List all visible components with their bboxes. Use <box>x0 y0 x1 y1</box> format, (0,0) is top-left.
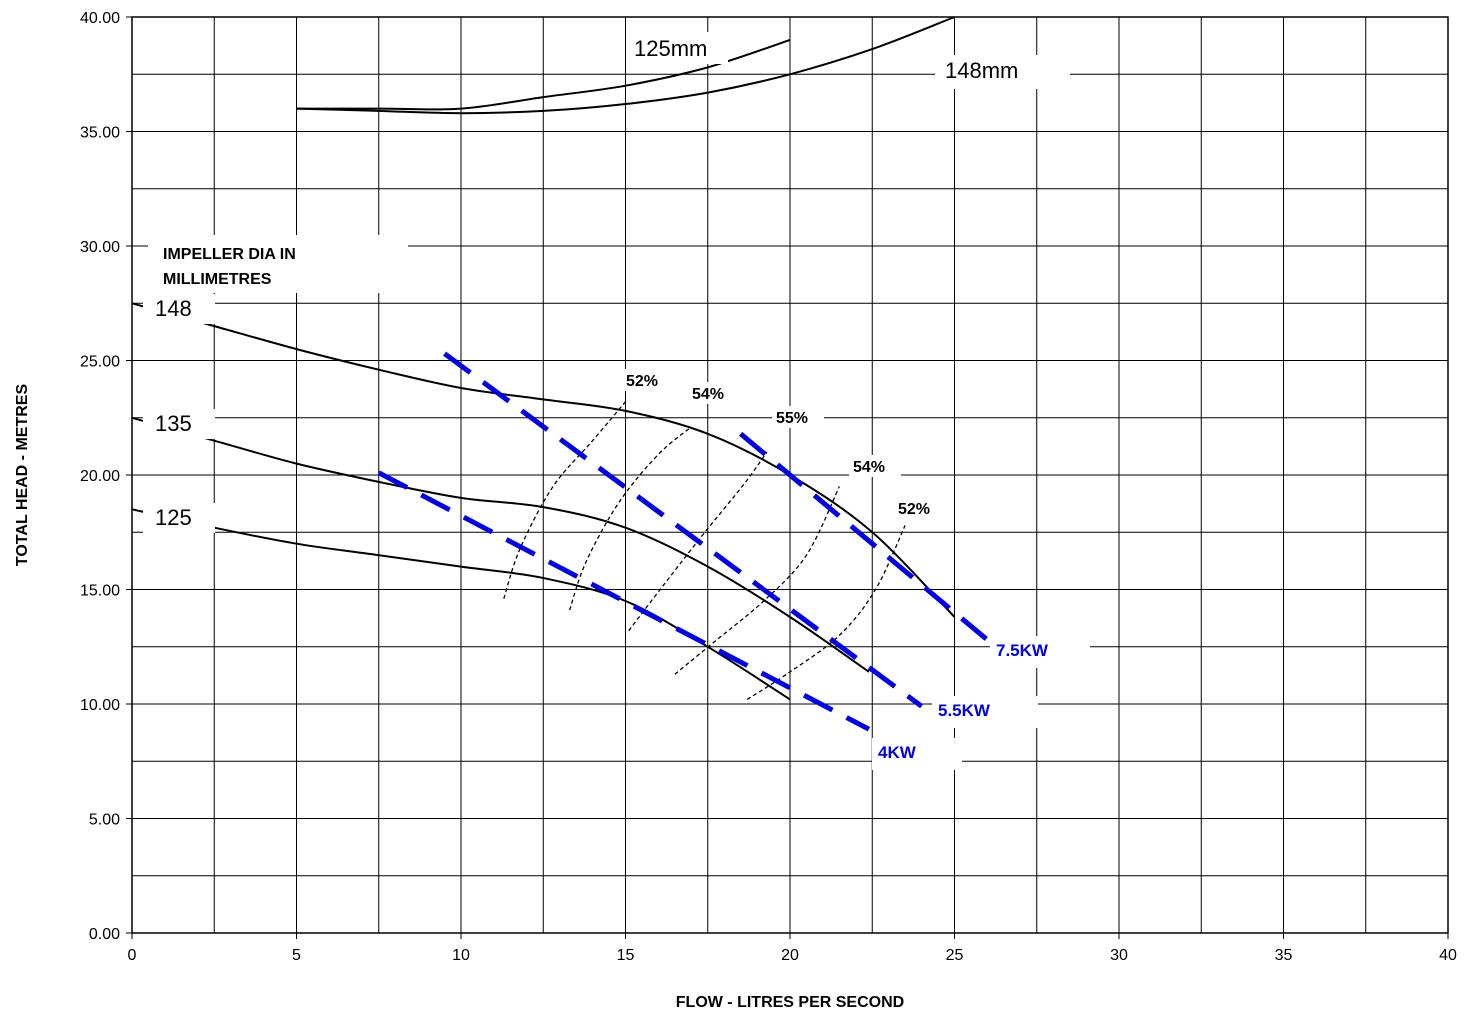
y-tick-label: 30.00 <box>80 239 120 256</box>
y-tick-label: 0.00 <box>89 926 120 943</box>
efficiency-curve-label: 55% <box>776 410 808 427</box>
power-line-label: 7.5KW <box>996 641 1049 660</box>
efficiency-curve-label: 52% <box>626 373 658 390</box>
power-line-label: 5.5KW <box>938 701 991 720</box>
efficiency-curve-label: 54% <box>853 459 885 476</box>
x-axis-title: FLOW - LITRES PER SECOND <box>676 994 904 1011</box>
efficiency-curve <box>628 451 768 632</box>
impeller-heading-bg <box>148 235 408 293</box>
y-tick-label: 20.00 <box>80 468 120 485</box>
efficiency-curve <box>746 525 906 700</box>
efficiency-curve-label: 54% <box>692 386 724 403</box>
power-line <box>443 351 924 709</box>
power-line-label: 4KW <box>878 743 917 762</box>
plot-frame <box>131 16 1449 934</box>
efficiency-label-bg <box>849 455 901 477</box>
head-curve-label: 125 <box>155 505 192 530</box>
power-line <box>739 431 990 642</box>
y-tick-label: 15.00 <box>80 583 120 600</box>
y-tick-label: 25.00 <box>80 354 120 371</box>
npsh-label-125-bg <box>628 32 728 64</box>
y-tick-label: 10.00 <box>80 697 120 714</box>
head-curve-label-bg <box>143 503 215 533</box>
efficiency-curve <box>674 486 840 675</box>
head-curve-label-bg <box>143 294 215 324</box>
x-tick-label: 0 <box>128 947 137 964</box>
npsh-curve-label: 148mm <box>945 58 1018 83</box>
x-tick-label: 15 <box>617 947 635 964</box>
efficiency-label-bg <box>772 406 824 428</box>
power-label-bg <box>990 636 1090 668</box>
head-curve <box>131 416 870 673</box>
head-curve-label: 148 <box>155 296 192 321</box>
x-tick-label: 30 <box>1110 947 1128 964</box>
npsh-curve <box>296 16 955 115</box>
efficiency-curve <box>568 426 692 611</box>
impeller-heading-line-2: MILLIMETRES <box>163 271 272 288</box>
npsh-label-148-bg <box>935 55 1070 89</box>
efficiency-label-bg <box>622 369 674 391</box>
efficiency-curve <box>503 401 626 599</box>
y-tick-label: 35.00 <box>80 125 120 142</box>
head-curve <box>131 302 956 618</box>
y-axis-title: TOTAL HEAD - METRES <box>14 384 31 567</box>
efficiency-curve-label: 52% <box>898 501 930 518</box>
efficiency-label-bg <box>688 382 740 404</box>
npsh-curve-label: 125mm <box>634 36 707 61</box>
efficiency-label-bg <box>894 497 946 519</box>
y-tick-label: 40.00 <box>80 10 120 27</box>
x-tick-label: 35 <box>1275 947 1293 964</box>
x-tick-label: 40 <box>1439 947 1457 964</box>
power-label-bg <box>932 696 1038 728</box>
x-tick-label: 5 <box>292 947 301 964</box>
x-tick-label: 25 <box>946 947 964 964</box>
power-label-bg <box>872 738 962 770</box>
npsh-curve <box>296 38 791 111</box>
y-tick-label: 5.00 <box>89 812 120 829</box>
x-tick-label: 20 <box>781 947 799 964</box>
head-curve-label-bg <box>143 409 215 439</box>
x-tick-label: 10 <box>452 947 470 964</box>
head-curve-label: 135 <box>155 411 192 436</box>
power-line <box>377 470 871 732</box>
impeller-heading-line-1: IMPELLER DIA IN <box>163 246 296 263</box>
